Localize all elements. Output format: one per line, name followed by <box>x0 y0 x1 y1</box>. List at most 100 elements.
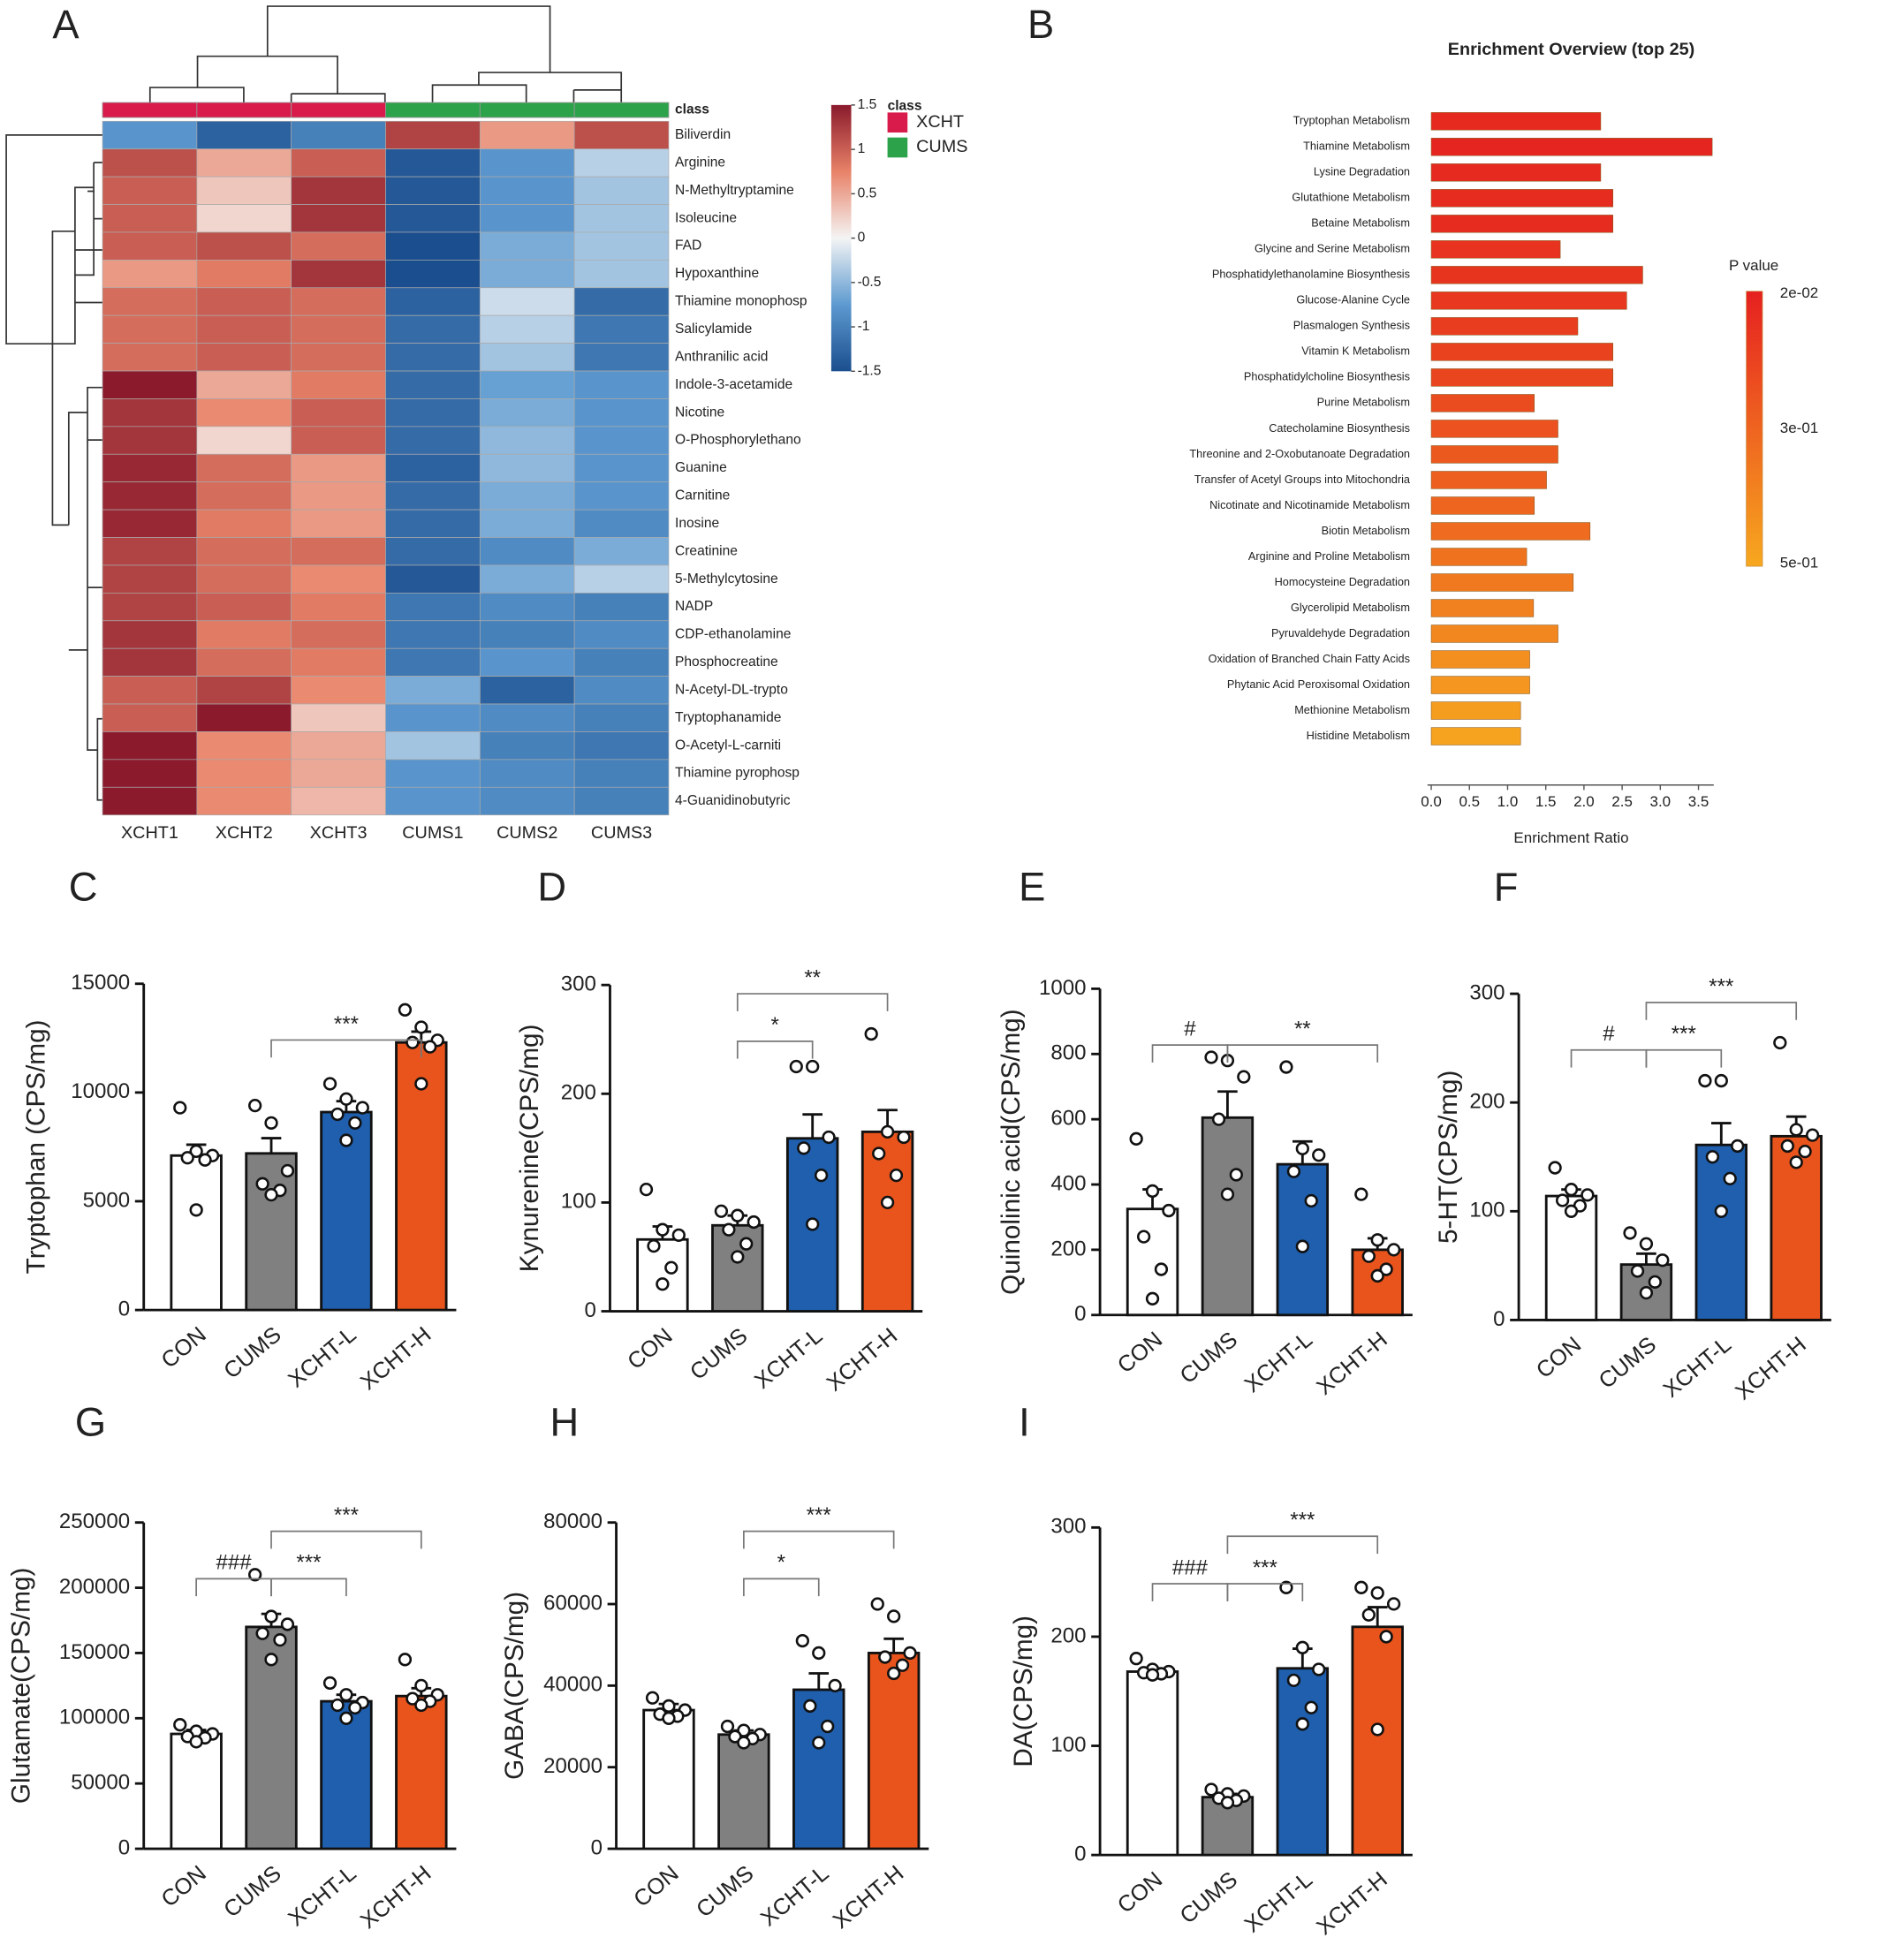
data-point <box>737 1736 751 1750</box>
data-point <box>1204 1782 1218 1797</box>
bar <box>1430 599 1535 617</box>
significance-label: * <box>771 1013 779 1037</box>
y-tick-label: 200 <box>1050 1237 1086 1260</box>
heat-cell <box>196 564 292 594</box>
heat-cell <box>291 204 386 233</box>
data-point <box>1379 1262 1393 1276</box>
significance-label: *** <box>334 1012 359 1036</box>
category-label: Transfer of Acetyl Groups into Mitochond… <box>1194 473 1411 486</box>
row-label: Hypoxanthine <box>675 266 759 281</box>
column-label: XCHT2 <box>216 823 273 843</box>
data-point <box>1145 1668 1160 1682</box>
data-point <box>803 1699 817 1714</box>
heat-cell <box>291 260 386 289</box>
error-bar <box>1636 1252 1656 1265</box>
category-label: Thiamine Metabolism <box>1303 140 1410 153</box>
heat-cell <box>479 231 575 261</box>
class-cell <box>385 102 481 118</box>
heat-cell <box>385 426 481 455</box>
bar <box>636 1237 689 1313</box>
heat-cell <box>291 759 386 788</box>
data-point <box>728 1729 742 1744</box>
heat-cell <box>573 759 670 788</box>
panel-letter: H <box>550 1399 580 1444</box>
category-label: Glycerolipid Metabolism <box>1291 601 1410 614</box>
bar <box>320 1110 373 1312</box>
heat-cell <box>102 231 198 261</box>
heat-cell <box>102 453 198 483</box>
bar <box>1276 1667 1330 1857</box>
y-tick-label: 80000 <box>543 1510 603 1533</box>
data-point <box>280 1617 295 1631</box>
data-point <box>1361 1249 1376 1263</box>
row-label: Biliverdin <box>675 127 731 142</box>
heat-cell <box>102 481 198 511</box>
data-point <box>797 1141 811 1155</box>
significance-label: *** <box>807 1503 831 1527</box>
category-label: Purine Metabolism <box>1317 396 1410 409</box>
heat-cell <box>196 731 292 761</box>
significance-bracket <box>736 1040 814 1059</box>
heat-cell <box>196 120 292 150</box>
error-bar <box>1217 1090 1238 1118</box>
row-label: Salicylamide <box>675 322 752 337</box>
data-point <box>1304 1700 1318 1714</box>
bar <box>1430 317 1579 336</box>
colorbar-label: -1 <box>858 319 870 334</box>
data-point <box>348 1116 362 1130</box>
x-tick-label: CON <box>629 1861 683 1912</box>
y-tick-label: 1000 <box>1039 976 1086 1000</box>
data-point <box>1386 1243 1401 1257</box>
significance-label: *** <box>296 1551 321 1575</box>
bar <box>1126 1670 1179 1857</box>
significance-bracket <box>270 1039 422 1058</box>
heat-cell <box>479 343 575 372</box>
bar <box>1430 240 1561 259</box>
y-tick-label: 200 <box>1050 1623 1086 1647</box>
x-tick-label: CON <box>623 1323 677 1374</box>
y-tick-label: 0 <box>118 1835 130 1859</box>
category-label: Catecholamine Biosynthesis <box>1269 421 1410 435</box>
data-point <box>414 1020 428 1034</box>
heat-cell <box>385 647 481 677</box>
significance-label: *** <box>1290 1509 1315 1532</box>
category-label: Phosphatidylcholine Biosynthesis <box>1244 370 1410 383</box>
heat-cell <box>479 204 575 233</box>
heat-cell <box>573 537 670 566</box>
heat-cell <box>573 731 670 761</box>
data-point <box>339 1688 353 1702</box>
significance-label: ### <box>1172 1555 1209 1579</box>
heat-cell <box>385 370 481 399</box>
category-label: Glycine and Serine Metabolism <box>1255 242 1410 255</box>
row-dendrogram <box>5 133 103 801</box>
row-label: 4-Guanidinobutyric <box>675 793 791 808</box>
significance-bracket <box>1570 1048 1648 1068</box>
bar <box>860 1130 914 1313</box>
data-point <box>339 1133 353 1147</box>
bar <box>792 1688 845 1850</box>
bar <box>1430 215 1614 233</box>
data-point <box>880 1195 895 1210</box>
heat-cell <box>291 481 386 511</box>
data-point <box>255 1626 269 1640</box>
heat-cell <box>385 176 481 205</box>
data-point <box>1379 1630 1393 1644</box>
colorbar <box>830 104 852 372</box>
heat-cell <box>102 647 198 677</box>
data-point <box>330 1107 345 1122</box>
data-point <box>1204 1050 1218 1064</box>
row-label: FAD <box>675 238 701 254</box>
x-tick-label: CUMS <box>219 1322 285 1384</box>
y-tick-label: 40000 <box>543 1673 603 1697</box>
heat-cell <box>196 620 292 649</box>
x-tick-label: CON <box>156 1861 210 1912</box>
x-tick-label: XCHT-L <box>1240 1867 1317 1938</box>
heat-cell <box>102 398 198 428</box>
heat-cell <box>102 759 198 788</box>
data-point <box>872 1146 886 1161</box>
y-axis-label: Kynurenine(CPS/mg) <box>515 1024 544 1272</box>
x-tick-label: CUMS <box>692 1861 758 1923</box>
panel-letter: C <box>69 865 98 910</box>
heat-cell <box>291 343 386 372</box>
row-label: Tryptophanamide <box>675 710 781 725</box>
